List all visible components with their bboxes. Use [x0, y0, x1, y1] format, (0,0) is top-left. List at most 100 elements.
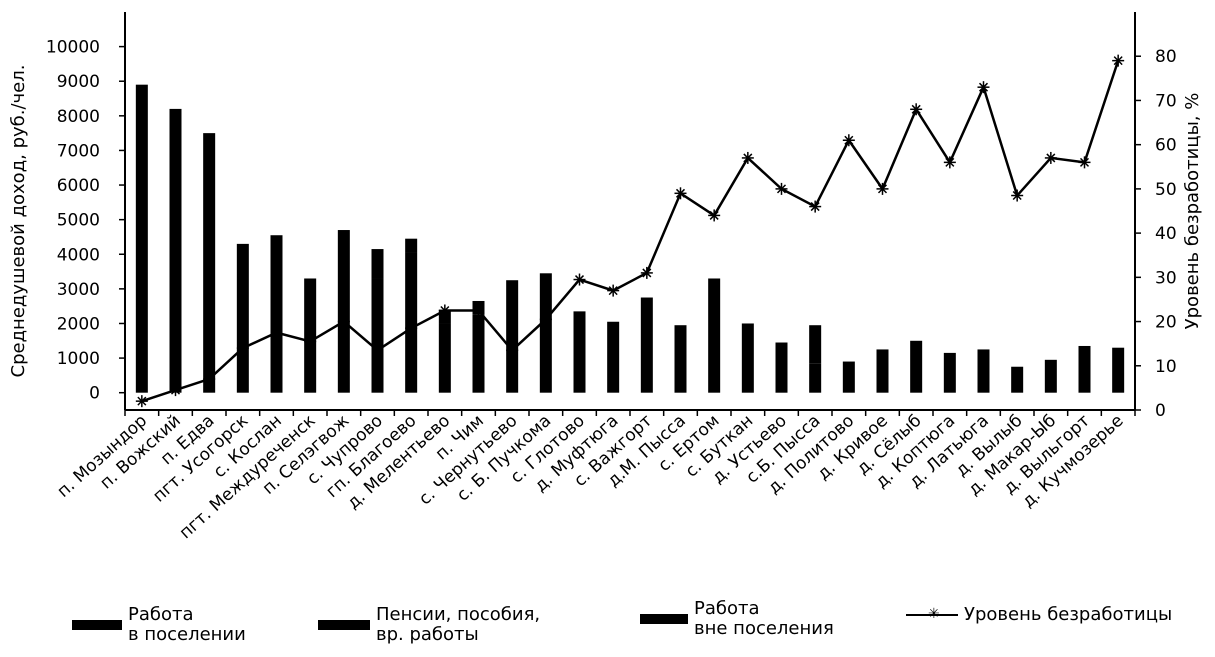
bar-work-local	[573, 311, 586, 393]
bar-pensions	[876, 349, 889, 393]
bar-work-local	[472, 314, 485, 393]
unemployment-line	[135, 54, 1125, 408]
unemployment-point	[236, 342, 249, 355]
left-tick-label: 10000	[46, 38, 100, 58]
bar-work-local	[337, 230, 350, 393]
marker-d2	[810, 202, 820, 212]
right-tick-label: 20	[1155, 313, 1177, 333]
unemployment-point	[674, 187, 687, 200]
chart: 0100020003000400050006000700080009000100…	[8, 12, 1203, 544]
bar-pensions	[1112, 347, 1125, 393]
unemployment-point	[775, 182, 788, 195]
unemployment-point	[304, 335, 317, 348]
unemployment-point	[708, 209, 721, 222]
marker-d2	[507, 345, 517, 355]
marker-d2	[1012, 190, 1022, 201]
marker-d2	[978, 82, 989, 92]
bar-work-outside	[405, 238, 418, 253]
marker-d2	[709, 210, 719, 220]
unemployment-point	[337, 315, 350, 328]
legend-label-pensions: Пенсии, пособия, вр. работы	[376, 604, 541, 645]
y2-axis-title: Уровень безработицы, %	[1182, 93, 1203, 330]
y-axis-title: Среднедушевой доход, руб./чел.	[8, 65, 29, 378]
marker-d2	[406, 323, 416, 333]
unemployment-point	[876, 182, 889, 195]
left-tick-label: 7000	[57, 141, 100, 161]
unemployment-point	[573, 273, 586, 286]
marker-d2	[877, 184, 888, 194]
legend-label-unemployment: Уровень безработицы	[964, 604, 1173, 625]
unemployment-point	[809, 200, 822, 213]
bar-work-local	[674, 325, 687, 393]
bar-work-local	[438, 323, 451, 393]
marker-d2	[204, 374, 214, 384]
legend-swatch-work-outside	[640, 614, 688, 624]
bar-work-outside	[371, 249, 384, 279]
unemployment-point	[203, 373, 216, 386]
axes: 0100020003000400050006000700080009000100…	[46, 12, 1177, 421]
left-tick-label: 6000	[57, 176, 100, 196]
marker-d2	[911, 104, 921, 114]
unemployment-point	[405, 322, 418, 335]
unemployment-point	[842, 134, 855, 147]
bar-pensions	[842, 361, 855, 393]
left-tick-label: 8000	[57, 107, 100, 127]
marker-d2	[440, 305, 450, 316]
marker-d2	[1079, 157, 1090, 167]
right-tick-label: 10	[1155, 357, 1177, 377]
right-tick-label: 30	[1155, 268, 1177, 288]
legend-item-pensions: Пенсии, пособия, вр. работы	[318, 605, 540, 645]
bar-work-local	[741, 323, 754, 393]
unemployment-point	[1011, 189, 1024, 202]
marker-d2	[238, 343, 248, 353]
marker-d2	[271, 328, 282, 338]
bar-work-local	[236, 243, 249, 393]
unemployment-point	[977, 81, 990, 94]
unemployment-point	[910, 103, 923, 116]
unemployment-point	[438, 304, 451, 317]
left-tick-label: 5000	[57, 211, 100, 231]
legend-item-work-local: Работа в поселении	[72, 605, 246, 645]
marker-d2	[574, 275, 585, 285]
bar-work-local	[539, 273, 552, 393]
left-tick-label: 2000	[57, 314, 100, 334]
left-tick-label: 0	[89, 384, 100, 404]
marker-d2	[541, 314, 551, 324]
bar-pensions	[775, 342, 788, 393]
bar-pensions	[910, 340, 923, 393]
bar-work-local	[506, 280, 519, 393]
unemployment-point	[371, 344, 384, 357]
left-tick-label: 3000	[57, 280, 100, 300]
bar-work-local	[640, 297, 653, 393]
unemployment-polyline	[141, 60, 1120, 403]
unemployment-point	[1078, 156, 1091, 169]
marker-d2	[170, 385, 181, 395]
unemployment-point	[169, 384, 182, 397]
unemployment-point	[741, 151, 754, 164]
unemployment-point	[539, 313, 552, 326]
marker-d2	[844, 135, 854, 145]
bars	[135, 84, 1125, 393]
bar-work-local	[607, 321, 620, 393]
right-tick-label: 0	[1155, 401, 1166, 421]
unemployment-point	[943, 156, 956, 169]
bar-work-local	[135, 84, 148, 393]
marker-d2	[945, 157, 955, 167]
bar-work-local	[708, 278, 721, 393]
marker-d2	[1046, 153, 1056, 163]
marker-d2	[339, 317, 349, 327]
unemployment-point	[607, 284, 620, 297]
marker-d2	[305, 336, 315, 346]
marker-d2	[372, 345, 383, 355]
labels: Среднедушевой доход, руб./чел. Уровень бе…	[8, 65, 1203, 544]
bar-work-local	[169, 108, 182, 393]
marker-d2	[1113, 56, 1123, 66]
left-tick-label: 4000	[57, 245, 100, 265]
legend-swatch-pensions	[318, 620, 370, 630]
marker-d2	[743, 153, 753, 163]
marker-d2	[608, 286, 618, 296]
left-tick-label: 9000	[57, 72, 100, 92]
right-tick-label: 50	[1155, 180, 1177, 200]
right-tick-label: 80	[1155, 47, 1177, 67]
unemployment-point	[472, 304, 485, 317]
